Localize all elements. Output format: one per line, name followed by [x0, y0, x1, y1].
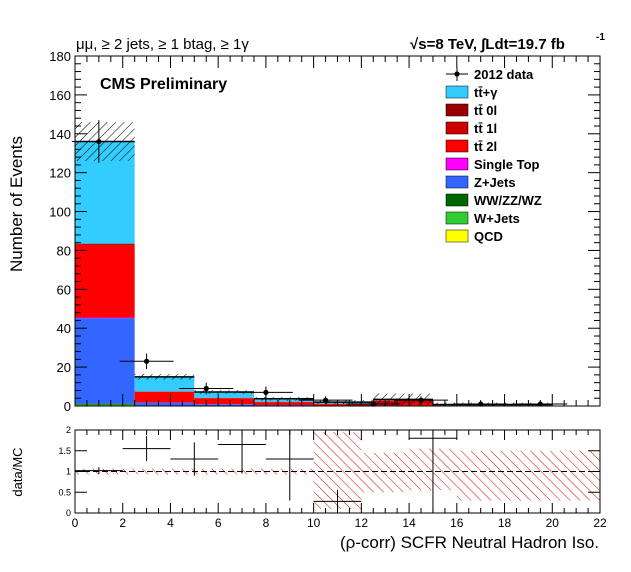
legend-swatch [445, 193, 469, 207]
bar-tt-2l [194, 398, 254, 405]
ratio-y-tick-label: 0 [66, 508, 71, 518]
bar-tt-0l [75, 243, 135, 245]
ratio-y-tick-label: 1.5 [58, 446, 71, 456]
bar-ww-zz-wz [75, 403, 135, 405]
x-tick-label: 2 [119, 516, 126, 530]
legend-swatch [445, 229, 469, 243]
data-point [143, 358, 150, 364]
legend-swatch [445, 157, 469, 171]
data-point [263, 389, 269, 395]
x-tick-label: 10 [307, 516, 321, 530]
legend-label: Z+Jets [474, 175, 516, 190]
mc-uncertainty [194, 390, 254, 394]
legend-label: Single Top [474, 157, 540, 172]
bar-tt-2l [75, 245, 135, 318]
mc-uncertainty [134, 373, 195, 380]
mc-uncertainty [253, 396, 314, 401]
data-point [96, 138, 102, 145]
bar-tt-2l [253, 402, 314, 406]
legend-label: tt̄ 0l [474, 103, 497, 118]
y-tick-label: 180 [49, 49, 71, 64]
main-frame [74, 55, 601, 407]
data-point [203, 385, 209, 392]
ratio-uncertainty-band [361, 452, 410, 493]
x-tick-label: 14 [402, 516, 416, 530]
legend-swatch [445, 103, 469, 117]
legend-swatch [445, 121, 469, 135]
legend-label: WW/ZZ/WZ [474, 193, 542, 208]
legend-label: QCD [474, 229, 503, 244]
y-tick-label: 0 [64, 399, 71, 414]
bar-tt-2l [134, 391, 195, 403]
x-tick-label: 0 [72, 516, 79, 530]
legend-swatch [445, 85, 469, 99]
main-plot: 0 20 40 60 80 100 120 140 160 180 [49, 49, 601, 414]
x-tick-label: 22 [593, 516, 607, 530]
bar-tt-2l [313, 404, 374, 406]
ratio-y-tick-label: 0.5 [58, 487, 71, 497]
x-tick-label: 8 [263, 516, 270, 530]
x-tick-label: 20 [546, 516, 560, 530]
ratio-y-axis-label: data/MC [10, 447, 25, 496]
bar-z-jets [134, 402, 195, 406]
x-tick-label: 6 [215, 516, 222, 530]
y-tick-label: 100 [49, 205, 71, 220]
y-tick-label: 120 [49, 166, 71, 181]
legend-swatch [445, 139, 469, 153]
legend-swatch [445, 211, 469, 225]
header-right: √s=8 TeV, ∫Ldt=19.7 fb [410, 36, 565, 53]
legend-data-marker [454, 71, 460, 77]
bar-single-top [75, 317, 135, 319]
y-tick-label: 20 [57, 360, 71, 375]
y-axis-label: Number of Events [7, 136, 26, 272]
legend-label: W+Jets [474, 211, 520, 226]
x-tick-label: 12 [355, 516, 369, 530]
legend-label: 2012 data [474, 67, 534, 82]
legend-label: tt̄+γ [474, 85, 498, 100]
legend-swatch [445, 175, 469, 189]
y-tick-label: 40 [57, 321, 71, 336]
mc-uncertainty [313, 400, 374, 405]
y-tick-label: 80 [57, 243, 71, 258]
mc-uncertainty [373, 393, 433, 406]
ratio-y-tick-label: 1 [66, 467, 71, 477]
bar-z-jets [194, 404, 254, 406]
y-tick-label: 60 [57, 282, 71, 297]
x-axis-label: (ρ-corr) SCFR Neutral Hadron Iso. [340, 533, 599, 552]
ratio-uncertainty-band [456, 450, 600, 501]
x-tick-label: 16 [450, 516, 464, 530]
header-left: μμ, ≥ 2 jets, ≥ 1 btag, ≥ 1γ [76, 36, 249, 53]
cms-preliminary-label: CMS Preliminary [100, 76, 227, 93]
ratio-plot: 00.511.520 2 4 6 8 10 12 14 16 18 20 22 [58, 425, 607, 530]
legend: 2012 data tt̄+γ tt̄ 0l tt̄ 1l tt̄ 2l Single T… [445, 67, 542, 244]
bar-w-jets [75, 404, 135, 406]
legend-label: tt̄ 2l [474, 139, 497, 154]
header-right-superscript: -1 [596, 32, 605, 43]
y-tick-label: 160 [49, 88, 71, 103]
ratio-y-tick-label: 2 [66, 425, 71, 435]
bar-tt- [134, 376, 195, 392]
bar-tt-1l [75, 244, 135, 246]
x-tick-label: 4 [167, 516, 174, 530]
x-tick-label: 18 [498, 516, 512, 530]
bar-tt- [194, 392, 254, 398]
legend-label: tt̄ 1l [474, 121, 497, 136]
y-tick-label: 140 [49, 127, 71, 142]
